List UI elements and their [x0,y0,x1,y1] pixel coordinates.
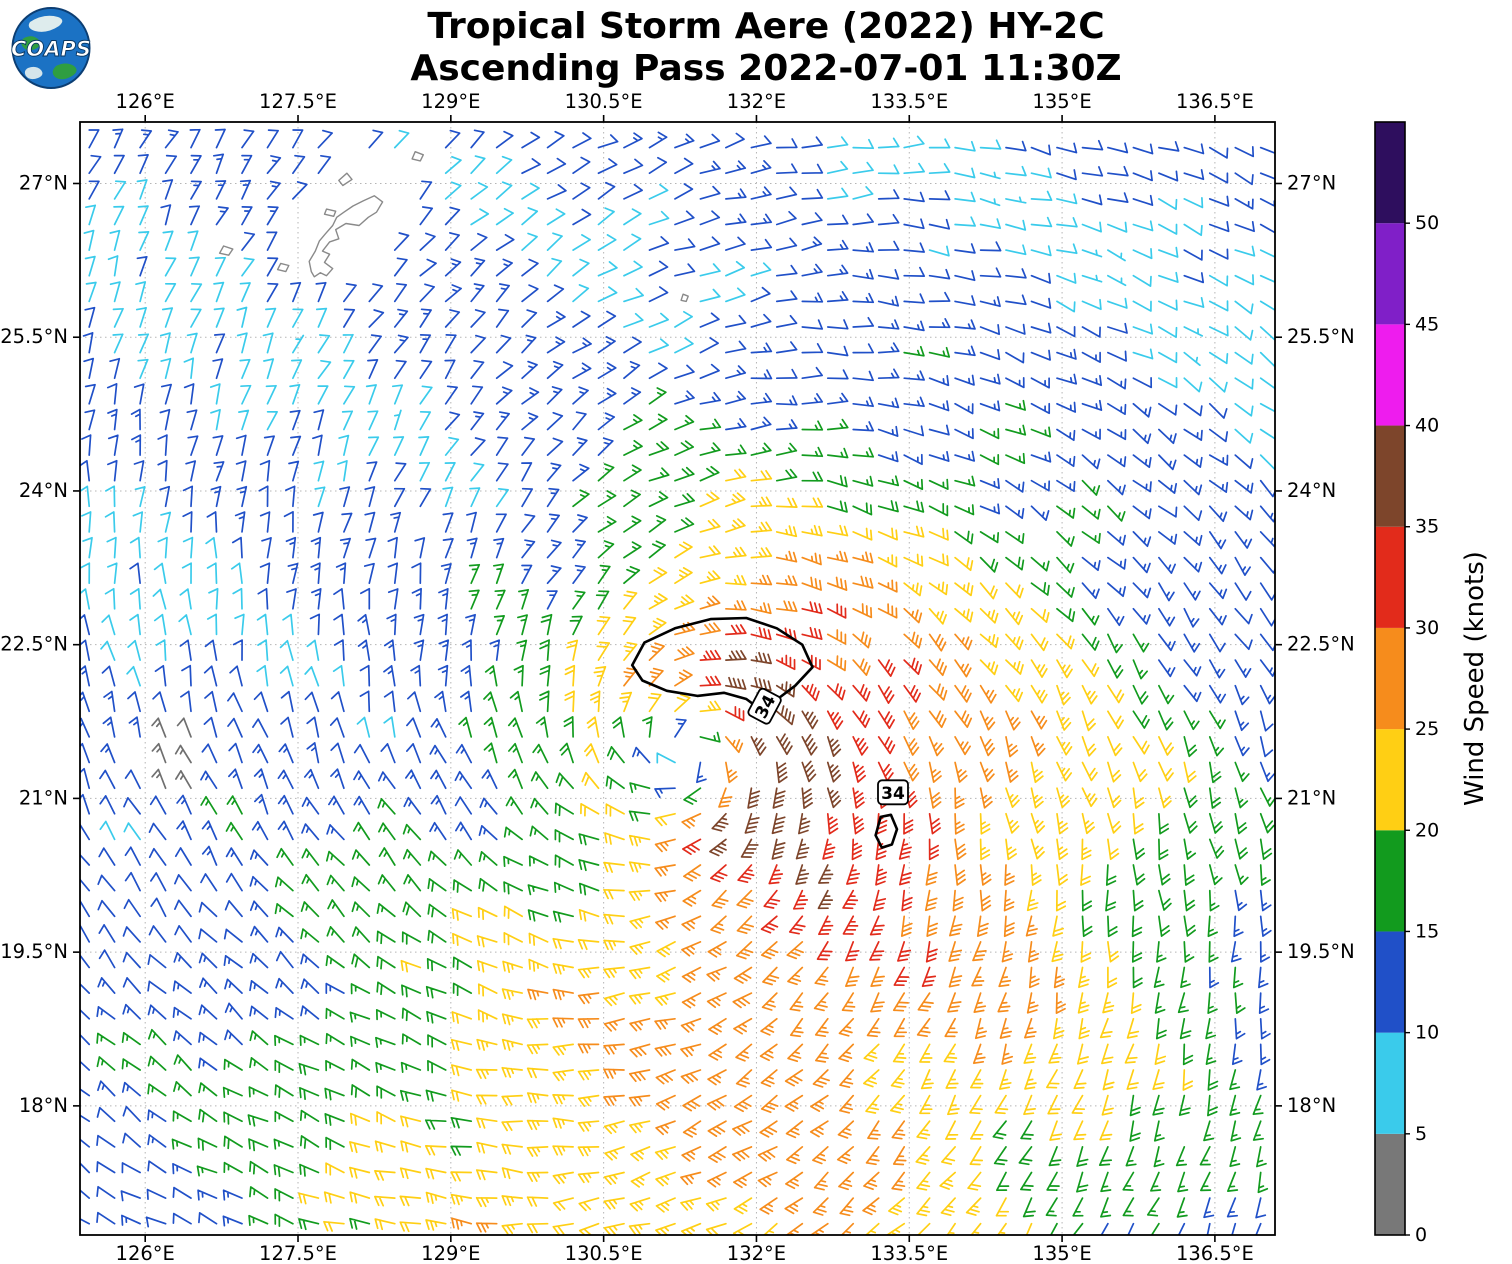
contour-label: 34 [747,687,782,725]
y-tick-label: 19.5°N [1287,940,1355,963]
grid-lines [80,122,1275,1235]
y-tick-label: 19.5°N [0,940,68,963]
colorbar-tick-label: 50 [1415,212,1439,234]
x-tick-label: 133.5°E [870,1242,948,1264]
x-tick-label: 132°E [727,90,786,113]
colorbar-tick-label: 15 [1415,920,1439,942]
wind-barb-field [80,128,1275,1235]
y-tick-label: 22.5°N [0,633,68,656]
y-tick-label: 24°N [1287,479,1336,502]
y-tick-label: 25.5°N [1287,325,1355,348]
logo-cloud [28,15,63,32]
colorbar-tick-label: 45 [1415,313,1439,335]
wind-radius-contours: 34 34 [630,616,909,849]
x-tick-label: 132°E [727,1242,786,1264]
colorbar-tick-label: 35 [1415,516,1439,538]
chart-header: Tropical Storm Aere (2022) HY-2C Ascendi… [20,6,1512,90]
x-tick-label: 129°E [421,90,480,113]
colorbar-tick-label: 25 [1415,718,1439,740]
axes-frame: 126°E 126°E 127.5°E 127.5°E 129°E 129°E 130.5°… [0,90,1355,1264]
coastline [218,151,689,303]
x-tick-label: 126°E [116,90,175,113]
y-tick-label: 27°N [19,171,68,194]
x-tick-label: 135°E [1032,90,1091,113]
colorbar-tick-label: 5 [1415,1123,1427,1145]
chart-subtitle: Ascending Pass 2022-07-01 11:30Z [410,48,1122,89]
y-tick-label: 22.5°N [1287,633,1355,656]
x-tick-label: 130.5°E [565,90,643,113]
y-tick-label: 25.5°N [0,325,68,348]
colorbar-tick-label: 40 [1415,415,1439,437]
y-tick-label: 21°N [19,786,68,809]
x-tick-label: 135°E [1032,1242,1091,1264]
y-tick-label: 24°N [19,479,68,502]
x-tick-label: 136.5°E [1176,90,1254,113]
logo-land [21,36,41,51]
logo-land [52,63,77,80]
y-tick-label: 18°N [1287,1094,1336,1117]
logo-text: COAPS [11,37,91,61]
colorbar-tick-label: 20 [1415,819,1439,841]
y-tick-label: 18°N [19,1094,68,1117]
logo-cloud [24,66,43,80]
chart-title: Tropical Storm Aere (2022) HY-2C [427,6,1105,47]
x-tick-label: 133.5°E [870,90,948,113]
y-tick-label: 21°N [1287,786,1336,809]
colorbar-axis-label: Wind Speed (knots) [1460,551,1490,806]
x-tick-label: 127.5°E [259,90,337,113]
x-tick-label: 130.5°E [565,1242,643,1264]
x-tick-label: 126°E [116,1242,175,1264]
colorbar: 0 5 10 15 20 25 30 35 40 45 50 Wind Speed (knots) [1374,121,1490,1246]
colorbar-tick-label: 0 [1415,1224,1427,1246]
contour-label: 34 [877,779,909,806]
colorbar-tick-label: 10 [1415,1022,1439,1044]
coaps-logo: COAPS [10,6,92,98]
y-tick-label: 27°N [1287,171,1336,194]
svg-text:34: 34 [881,784,905,804]
x-tick-label: 129°E [421,1242,480,1264]
x-tick-label: 136.5°E [1176,1242,1254,1264]
colorbar-tick-label: 30 [1415,617,1439,639]
x-tick-label: 127.5°E [259,1242,337,1264]
